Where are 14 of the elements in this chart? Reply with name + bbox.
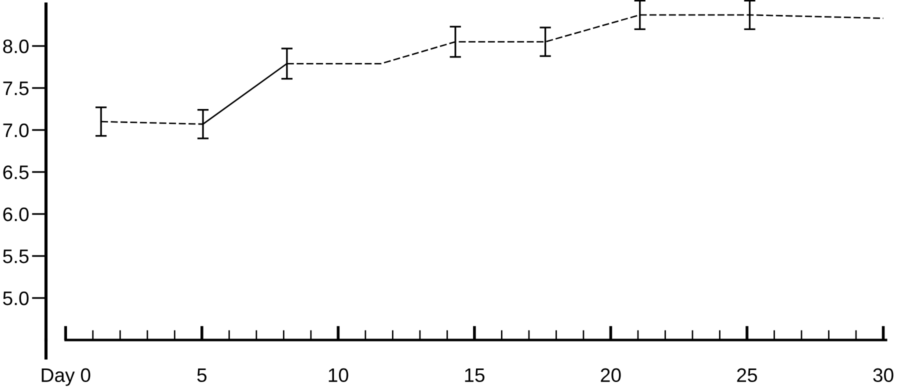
y-tick-label: 6.0 [3,207,29,222]
y-tick-label: 5.0 [3,291,29,306]
y-tick-label: 7.0 [3,123,29,138]
y-tick-label: 6.5 [3,165,29,180]
x-tick-label: 15 [465,368,484,382]
x-tick-label: 25 [737,368,757,382]
x-tick-label: 20 [600,368,621,382]
x-tick-label: 10 [328,368,348,382]
y-tick-label: 5.5 [3,250,29,264]
x-tick-label: 30 [873,368,894,382]
x-tick-label: Day 0 [42,368,90,386]
x-tick-label: 5 [197,368,206,382]
y-tick-label: 8.0 [3,39,29,54]
y-tick-label: 7.5 [3,82,29,96]
